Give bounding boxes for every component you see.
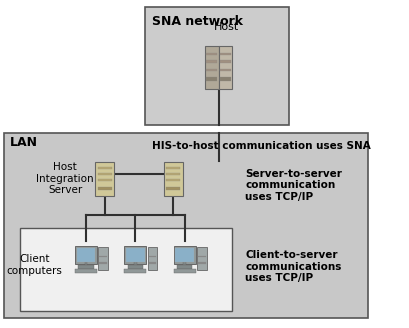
Bar xyxy=(166,167,180,169)
Bar xyxy=(220,77,231,81)
Bar xyxy=(220,52,231,55)
Bar xyxy=(164,162,183,196)
Bar xyxy=(98,173,112,175)
Bar xyxy=(205,47,218,89)
Bar xyxy=(4,133,369,318)
Bar xyxy=(207,60,217,63)
Bar xyxy=(99,262,107,264)
Bar xyxy=(166,179,180,181)
Bar xyxy=(149,256,156,257)
Text: LAN: LAN xyxy=(10,136,38,149)
Bar xyxy=(98,187,112,190)
Bar xyxy=(98,179,112,181)
Bar xyxy=(128,265,143,269)
Bar xyxy=(220,69,231,71)
Text: HIS-to-host communication uses SNA: HIS-to-host communication uses SNA xyxy=(152,141,371,151)
Text: Client-to-server
communications
uses TCP/IP: Client-to-server communications uses TCP… xyxy=(245,250,342,283)
Bar xyxy=(166,173,180,175)
Bar xyxy=(219,47,232,89)
Bar xyxy=(198,256,206,257)
Bar xyxy=(124,246,146,264)
Bar xyxy=(99,247,108,270)
Bar xyxy=(175,248,194,262)
Bar xyxy=(75,246,97,264)
Text: SNA network: SNA network xyxy=(152,15,243,29)
Bar xyxy=(166,187,180,190)
Bar xyxy=(173,269,196,273)
Bar xyxy=(220,60,231,63)
Bar xyxy=(197,247,207,270)
Bar xyxy=(126,248,145,262)
Bar xyxy=(99,256,107,257)
Bar xyxy=(76,248,95,262)
Bar xyxy=(207,77,217,81)
Bar xyxy=(95,162,115,196)
Bar xyxy=(85,261,87,265)
Bar xyxy=(177,265,192,269)
Bar xyxy=(149,262,156,264)
Bar xyxy=(148,247,157,270)
Bar xyxy=(198,262,206,264)
Bar xyxy=(20,228,232,311)
Text: Client
computers: Client computers xyxy=(7,255,63,276)
Bar xyxy=(78,265,94,269)
Text: Host
Integration
Server: Host Integration Server xyxy=(36,162,94,195)
Text: Host: Host xyxy=(213,22,239,32)
Bar xyxy=(124,269,146,273)
Bar xyxy=(183,261,186,265)
Bar xyxy=(75,269,97,273)
Bar xyxy=(207,69,217,71)
Bar xyxy=(145,7,289,125)
Bar xyxy=(207,52,217,55)
Bar xyxy=(134,261,137,265)
Bar xyxy=(173,246,196,264)
Bar xyxy=(98,167,112,169)
Text: Server-to-server
communication
uses TCP/IP: Server-to-server communication uses TCP/… xyxy=(245,169,342,202)
